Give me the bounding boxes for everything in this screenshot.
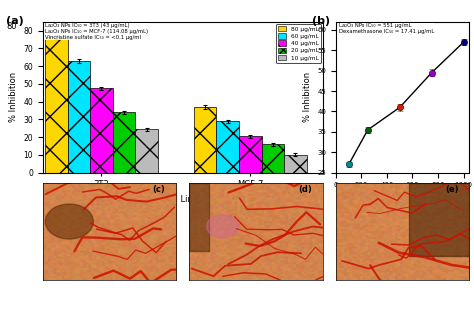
Text: (a): (a): [6, 16, 24, 26]
X-axis label: Concentration (µg/mL): Concentration (µg/mL): [359, 194, 446, 203]
Bar: [284, 155, 307, 173]
Bar: [113, 112, 136, 173]
Bar: [45, 37, 68, 173]
Y-axis label: % Inhibition: % Inhibition: [9, 72, 18, 122]
Y-axis label: % Inhibition: % Inhibition: [303, 72, 312, 122]
Bar: [136, 129, 158, 173]
Text: (c): (c): [153, 185, 165, 194]
Bar: [239, 136, 262, 173]
Bar: [68, 61, 90, 173]
Bar: [194, 107, 216, 173]
Text: La₂O₃ NPs IC₅₀ = 3T3 (43 µg/mL)
La₂O₃ NPs IC₅₀ = MCF-7 (114.08 µg/mL)
Vincristin: La₂O₃ NPs IC₅₀ = 3T3 (43 µg/mL) La₂O₃ NP…: [46, 23, 148, 40]
Circle shape: [46, 204, 93, 239]
Text: (e): (e): [445, 185, 458, 194]
Bar: [216, 121, 239, 173]
Text: 80: 80: [6, 22, 17, 31]
Circle shape: [207, 215, 238, 238]
Legend: 80 µg/mL, 60 µg/mL, 40 µg/mL, 20 µg/mL, 10 µg/mL: 80 µg/mL, 60 µg/mL, 40 µg/mL, 20 µg/mL, …: [276, 24, 321, 63]
Bar: [409, 183, 469, 256]
Bar: [262, 144, 284, 173]
Bar: [189, 183, 210, 251]
Text: (b): (b): [312, 16, 330, 26]
X-axis label: Cell Lines: Cell Lines: [163, 195, 203, 204]
Text: (d): (d): [298, 185, 312, 194]
Bar: [90, 88, 113, 173]
Text: La₂O₃ NPs IC₅₀ = 551 µg/mL
Dexamethasone IC₅₀ = 17.41 µg/mL: La₂O₃ NPs IC₅₀ = 551 µg/mL Dexamethasone…: [338, 23, 434, 34]
